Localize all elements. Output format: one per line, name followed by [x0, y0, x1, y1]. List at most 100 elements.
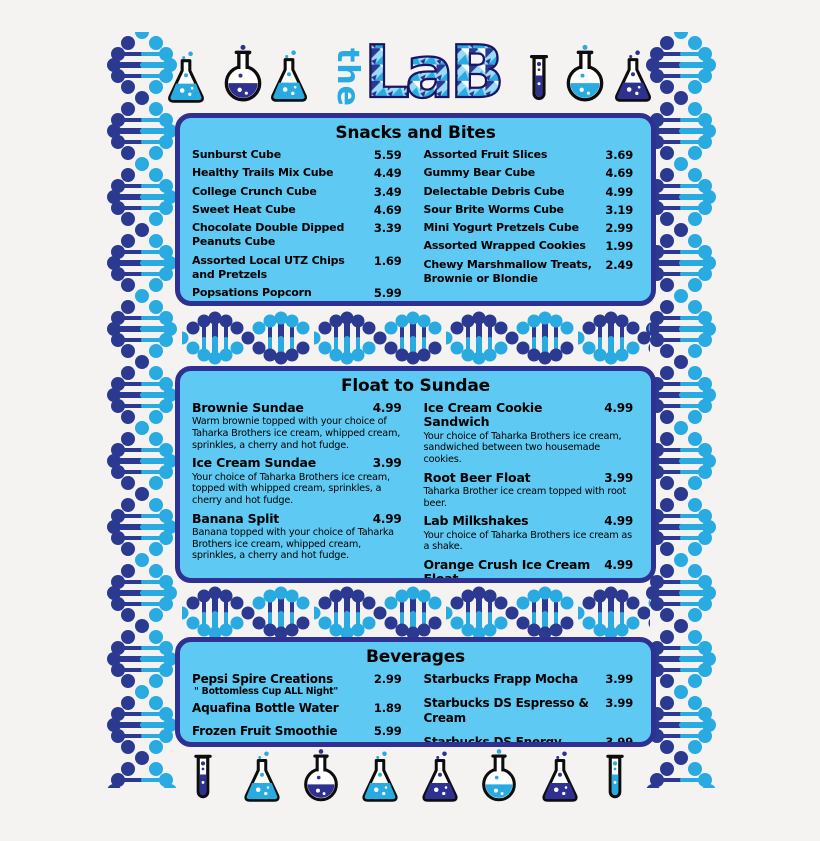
test-tube-icon — [528, 46, 550, 105]
item-name: Assorted Local UTZ Chips and Pretzels — [192, 253, 345, 282]
round-flask-icon — [560, 44, 610, 104]
section-beverages: Beverages Pepsi Spire Creations 2.99 " Bo… — [175, 637, 656, 747]
item-price: 2.99 — [605, 221, 633, 236]
section-title: Snacks and Bites — [335, 123, 496, 143]
dna-helix-separator — [182, 311, 650, 365]
section-title: Float to Sundae — [341, 376, 490, 396]
menu-item: Healthy Trails Mix Cube 4.49 — [192, 166, 408, 180]
item-price: 3.99 — [605, 734, 633, 747]
item-price: 3.49 — [373, 184, 402, 199]
item-price: 5.59 — [373, 148, 402, 162]
logo-lab: LaB — [363, 32, 507, 108]
menu-item: Sour Brite Worms Cube 3.19 — [424, 203, 640, 217]
item-name: Assorted Fruit Slices — [423, 148, 548, 161]
item-name: Chocolate Double Dipped Peanuts Cube — [192, 221, 345, 249]
menu-item: Frozen Fruit Smoothie 5.99 — [192, 724, 408, 740]
erlenmeyer-flask-icon — [536, 750, 584, 804]
section-snacks-and-bites: Snacks and Bites Sunburst Cube 5.59 Healt… — [175, 113, 656, 306]
item-price: 3.69 — [605, 148, 633, 162]
dna-helix-border-left — [102, 32, 182, 788]
erlenmeyer-flask-icon — [238, 750, 286, 804]
item-name: Lab Milkshakes — [423, 513, 529, 529]
erlenmeyer-flask-icon — [356, 750, 404, 804]
item-price: 4.99 — [604, 557, 633, 572]
dna-helix-separator — [182, 586, 650, 640]
item-price: 5.99 — [373, 724, 402, 739]
item-price: 1.69 — [373, 253, 402, 268]
menu-item: Assorted Local UTZ Chips and Pretzels 1.6… — [192, 254, 408, 283]
menu-item: Ice Cream Sundae 3.99 Your choice of Taha… — [192, 455, 408, 506]
item-price: 4.99 — [372, 401, 402, 415]
erlenmeyer-flask-icon — [163, 50, 209, 105]
item-price: 1.89 — [373, 700, 402, 715]
item-description: Warm brownie topped with your choice of … — [192, 416, 401, 451]
menu-item: Root Beer Float 3.99 Taharka Brother ice … — [423, 469, 640, 510]
item-name: Delectable Debris Cube — [423, 184, 565, 198]
round-flask-icon — [218, 44, 268, 104]
item-name: Brownie Sundae — [192, 400, 304, 415]
menu-item: College Crunch Cube 3.49 — [192, 185, 408, 199]
menu-item: Delectable Debris Cube 4.99 — [424, 185, 640, 199]
item-price: 5.99 — [373, 286, 402, 301]
item-name: Sweet Heat Cube — [192, 202, 296, 216]
menu-item: Aquafina Bottle Water 1.89 — [192, 701, 408, 717]
item-description: Banana topped with your choice of Tahark… — [192, 526, 394, 562]
menu-item: Sweet Heat Cube 4.69 — [192, 203, 408, 217]
item-name: Aquafina Bottle Water — [192, 700, 339, 715]
item-price: 3.99 — [605, 672, 633, 686]
item-name: Starbucks Frapp Mocha — [423, 672, 579, 686]
item-price: 3.39 — [373, 221, 402, 236]
item-price: 4.49 — [373, 166, 402, 181]
erlenmeyer-flask-icon — [416, 750, 464, 804]
item-name: College Crunch Cube — [192, 184, 317, 198]
item-price: 3.99 — [605, 695, 633, 710]
item-price: 3.19 — [605, 202, 633, 217]
section-title: Beverages — [366, 647, 465, 667]
menu-item: Pepsi Spire Creations 2.99 — [192, 672, 408, 688]
item-price: 4.99 — [605, 184, 633, 199]
item-price: 3.99 — [372, 456, 402, 471]
item-description: Your choice of Taharka Brothers ice crea… — [192, 471, 390, 506]
svg-text:LaB: LaB — [364, 32, 501, 108]
item-name: Sunburst Cube — [192, 148, 281, 161]
menu-item: Ice Cream Cookie Sandwich 4.99 Your choic… — [423, 400, 640, 466]
menu-item: Gummy Bear Cube 4.69 — [424, 166, 640, 180]
menu-item: Starbucks DS Energy Vanilla 3.99 — [423, 734, 640, 747]
menu-item: Chewy Marshmallow Treats, Brownie or Blo… — [424, 258, 640, 287]
item-description: Your choice of Taharka Brothers ice crea… — [423, 430, 622, 466]
item-name: Sour Brite Worms Cube — [423, 202, 564, 216]
item-name: Chewy Marshmallow Treats, Brownie or Blo… — [423, 257, 592, 286]
item-name: Orange Crush Ice Cream Float — [423, 556, 591, 583]
test-tube-icon — [192, 746, 214, 803]
menu-item: Sunburst Cube 5.59 — [192, 148, 408, 162]
item-name: Ice Cream Cookie Sandwich — [423, 400, 543, 430]
item-price: 1.99 — [605, 239, 633, 254]
item-name: Assorted Wrapped Cookies — [423, 239, 586, 253]
test-tube-icon — [604, 746, 626, 803]
item-price: 4.99 — [372, 511, 402, 526]
item-note: " Bottomless Cup ALL Night" — [194, 685, 339, 697]
item-name: Popsations Popcorn — [192, 286, 312, 300]
round-flask-icon — [298, 748, 344, 804]
item-description: Your choice of Taharka Brothers ice crea… — [423, 529, 633, 553]
erlenmeyer-flask-icon — [266, 48, 312, 105]
item-name: Root Beer Float — [423, 469, 531, 485]
menu-item: Banana Split 4.99 Banana topped with your… — [192, 510, 408, 562]
erlenmeyer-flask-icon — [610, 48, 656, 105]
menu-item: Brownie Sundae 4.99 Warm brownie topped w… — [192, 400, 408, 451]
item-price: 4.99 — [604, 401, 633, 415]
item-name: Starbucks DS Energy Vanilla — [423, 734, 562, 747]
item-price: 4.69 — [605, 166, 633, 181]
menu-item: Popsations Popcorn 5.99 — [192, 286, 408, 300]
item-price: 4.99 — [604, 514, 633, 529]
item-name: Frozen Fruit Smoothie — [192, 724, 338, 739]
item-name: Gummy Bear Cube — [423, 166, 536, 180]
menu-item: Chocolate Double Dipped Peanuts Cube 3.39 — [192, 221, 408, 250]
section-float-to-sundae: Float to Sundae Brownie Sundae 4.99 Warm … — [175, 366, 656, 583]
item-description: Taharka Brother ice cream topped with ro… — [423, 486, 627, 509]
item-name: Mini Yogurt Pretzels Cube — [423, 221, 580, 235]
item-name: Starbucks DS Espresso & Cream — [423, 695, 589, 726]
item-price: 2.49 — [605, 257, 633, 272]
item-name: Banana Split — [192, 510, 280, 526]
